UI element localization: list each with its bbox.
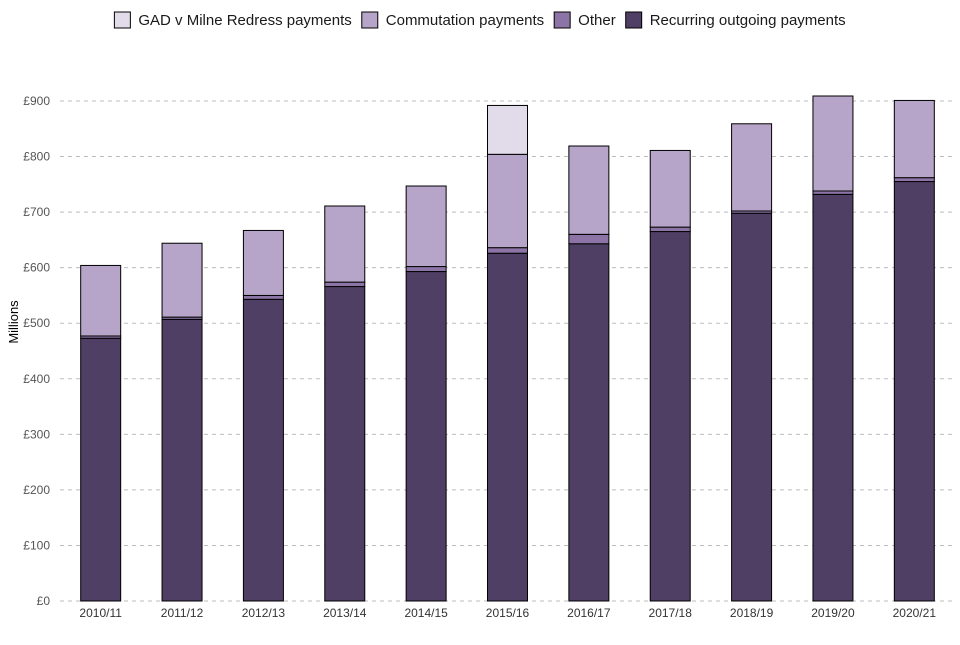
bar-segment-other (487, 247, 528, 254)
x-tick-label: 2010/11 (79, 606, 122, 620)
x-tick-label: 2014/15 (404, 606, 448, 620)
legend: GAD v Milne Redress payments Commutation … (113, 11, 846, 29)
bar-segment-recurring-outgoing-payments (812, 193, 854, 602)
y-axis-label: Millions (6, 300, 21, 344)
bar-segment-recurring-outgoing-payments (242, 298, 284, 602)
x-tick-label: 2013/14 (323, 606, 367, 620)
bar-segment-recurring-outgoing-payments (731, 212, 773, 602)
bar-segment-other (568, 233, 610, 245)
legend-swatch (113, 11, 131, 29)
bar-segment-recurring-outgoing-payments (324, 286, 366, 602)
x-tick-label: 2018/19 (730, 606, 774, 620)
bar-segment-recurring-outgoing-payments (568, 243, 610, 602)
bar-segment-other (405, 266, 447, 273)
bar-segment-other (893, 177, 935, 183)
x-tick-label: 2016/17 (567, 606, 611, 620)
bar-segment-recurring-outgoing-payments (649, 231, 691, 602)
bar-segment-commutation-payments (893, 99, 935, 179)
bar-segment-commutation-payments (80, 264, 122, 337)
bar-segment-commutation-payments (405, 185, 447, 268)
y-tick-label: £0 (37, 594, 51, 608)
x-tick-label: 2017/18 (649, 606, 693, 620)
x-tick-label: 2019/20 (811, 606, 855, 620)
bar-segment-recurring-outgoing-payments (487, 252, 528, 602)
bar-segment-commutation-payments (487, 153, 528, 249)
bar-segment-commutation-payments (731, 123, 773, 212)
bar-segment-commutation-payments (161, 242, 203, 318)
x-tick-label: 2020/21 (893, 606, 937, 620)
bar-segment-commutation-payments (649, 149, 691, 228)
bar-segment-commutation-payments (242, 229, 284, 296)
y-tick-label: £800 (23, 150, 50, 164)
bar-segment-other (242, 294, 284, 300)
y-tick-label: £600 (23, 261, 50, 275)
y-tick-label: £300 (23, 427, 50, 441)
legend-label: GAD v Milne Redress payments (138, 12, 351, 29)
x-axis: 2010/11 2011/12 2012/13 2013/14 2014/15 2015/… (79, 606, 936, 620)
x-tick-label: 2012/13 (242, 606, 286, 620)
legend-swatch (553, 11, 571, 29)
y-tick-label: £400 (23, 372, 50, 386)
bar-segment-other (649, 226, 691, 233)
bar-segment-recurring-outgoing-payments (893, 181, 935, 602)
bar-segment-other (324, 281, 366, 288)
y-tick-label: £100 (23, 538, 50, 552)
y-tick-label: £200 (23, 483, 50, 497)
bar-segment-commutation-payments (568, 145, 610, 235)
bar-segment-recurring-outgoing-payments (161, 318, 203, 602)
bars (80, 95, 935, 602)
bar-segment-gad-v-milne-redress-payments (487, 104, 528, 155)
y-axis: £0 £100 £200 £300 £400 £500 £600 £700 £800 £900 (23, 94, 50, 608)
y-tick-label: £500 (23, 316, 50, 330)
legend-label: Recurring outgoing payments (650, 12, 846, 29)
bar-segment-commutation-payments (812, 95, 854, 192)
legend-swatch (361, 11, 379, 29)
x-tick-label: 2015/16 (486, 606, 530, 620)
legend-label: Other (578, 12, 616, 29)
bar-segment-recurring-outgoing-payments (405, 271, 447, 602)
bar-segment-recurring-outgoing-payments (80, 337, 122, 602)
legend-label: Commutation payments (386, 12, 544, 29)
x-tick-label: 2011/12 (161, 606, 204, 620)
y-tick-label: £900 (23, 94, 50, 108)
bar-segment-commutation-payments (324, 205, 366, 283)
y-tick-label: £700 (23, 205, 50, 219)
legend-swatch (625, 11, 643, 29)
gridlines (60, 100, 955, 602)
